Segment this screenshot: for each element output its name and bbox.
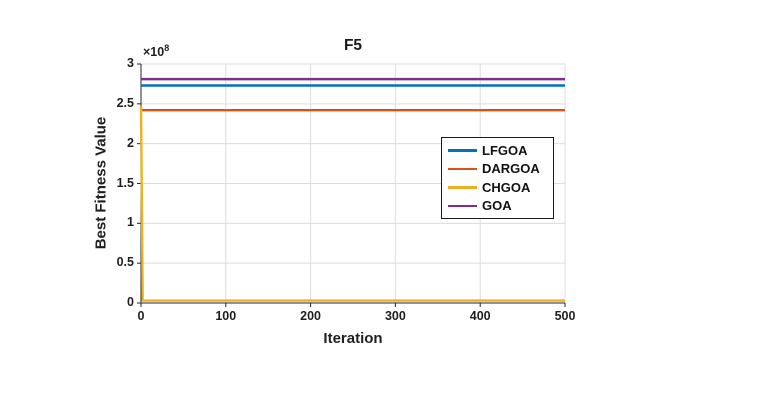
- x-tick-label: 100: [215, 309, 237, 323]
- x-tick-label: 0: [137, 309, 145, 323]
- legend-line-sample: [448, 204, 477, 207]
- y-axis-exponent-base: ×10: [143, 45, 165, 60]
- x-axis-label: Iteration: [323, 330, 383, 347]
- legend-label: GOA: [482, 198, 512, 214]
- x-tick-label: 400: [469, 309, 491, 323]
- legend-entry-lfgoa: LFGOA: [442, 143, 553, 158]
- legend: LFGOA DARGOA CHGOA GOA: [441, 137, 554, 219]
- legend-entry-goa: GOA: [442, 198, 553, 213]
- legend-line-sample: [448, 186, 477, 189]
- y-tick-label: 3: [127, 56, 134, 70]
- y-axis-exponent-power: 8: [164, 43, 170, 53]
- x-tick-label: 200: [300, 309, 322, 323]
- y-tick-label: 2.5: [116, 95, 134, 110]
- y-tick-label: 0: [127, 295, 134, 309]
- x-tick-label: 300: [384, 309, 406, 323]
- legend-label: CHGOA: [482, 179, 531, 195]
- legend-label: DARGOA: [482, 161, 540, 177]
- y-tick-label: 1: [127, 215, 134, 230]
- y-tick-label: 0.5: [116, 255, 134, 270]
- legend-entry-dargoa: DARGOA: [442, 161, 553, 176]
- y-tick-label: 1.5: [116, 175, 134, 190]
- legend-line-sample: [448, 149, 477, 152]
- series-line-chgoa: [139, 106, 565, 302]
- legend-entry-chgoa: CHGOA: [442, 180, 553, 195]
- y-tick-label: 2: [127, 135, 134, 150]
- legend-label: LFGOA: [482, 142, 528, 158]
- chart-title: F5: [343, 37, 363, 54]
- y-axis-exponent-label: ×108: [143, 43, 169, 59]
- legend-line-sample: [448, 167, 477, 170]
- x-tick-label: 500: [554, 309, 576, 323]
